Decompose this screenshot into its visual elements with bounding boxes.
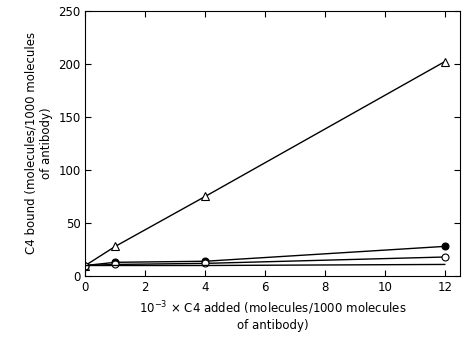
X-axis label: $10^{-3}$ × C4 added (molecules/1000 molecules
of antibody): $10^{-3}$ × C4 added (molecules/1000 mol… bbox=[139, 299, 406, 332]
Y-axis label: C4 bound (molecules/1000 molecules
of antibody): C4 bound (molecules/1000 molecules of an… bbox=[25, 32, 53, 255]
